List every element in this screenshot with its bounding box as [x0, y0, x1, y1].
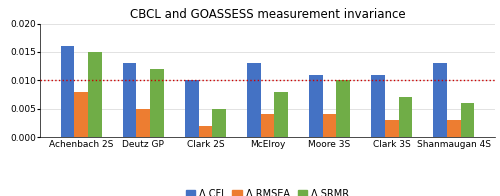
Bar	[185, 80, 198, 137]
Bar	[198, 126, 212, 137]
Bar	[260, 114, 274, 137]
Legend: Δ CFI, Δ RMSEA, Δ SRMR: Δ CFI, Δ RMSEA, Δ SRMR	[182, 185, 353, 196]
Bar	[385, 120, 398, 137]
Bar	[460, 103, 474, 137]
Bar	[323, 114, 336, 137]
Bar	[212, 109, 226, 137]
Bar	[434, 63, 447, 137]
Bar	[371, 75, 385, 137]
Bar	[336, 80, 350, 137]
Bar	[447, 120, 460, 137]
Bar	[274, 92, 288, 137]
Bar	[60, 46, 74, 137]
Bar	[88, 52, 102, 137]
Title: CBCL and GOASSESS measurement invariance: CBCL and GOASSESS measurement invariance	[130, 8, 406, 21]
Bar	[74, 92, 88, 137]
Bar	[136, 109, 150, 137]
Bar	[309, 75, 323, 137]
Bar	[398, 97, 412, 137]
Bar	[247, 63, 260, 137]
Bar	[123, 63, 136, 137]
Bar	[150, 69, 164, 137]
